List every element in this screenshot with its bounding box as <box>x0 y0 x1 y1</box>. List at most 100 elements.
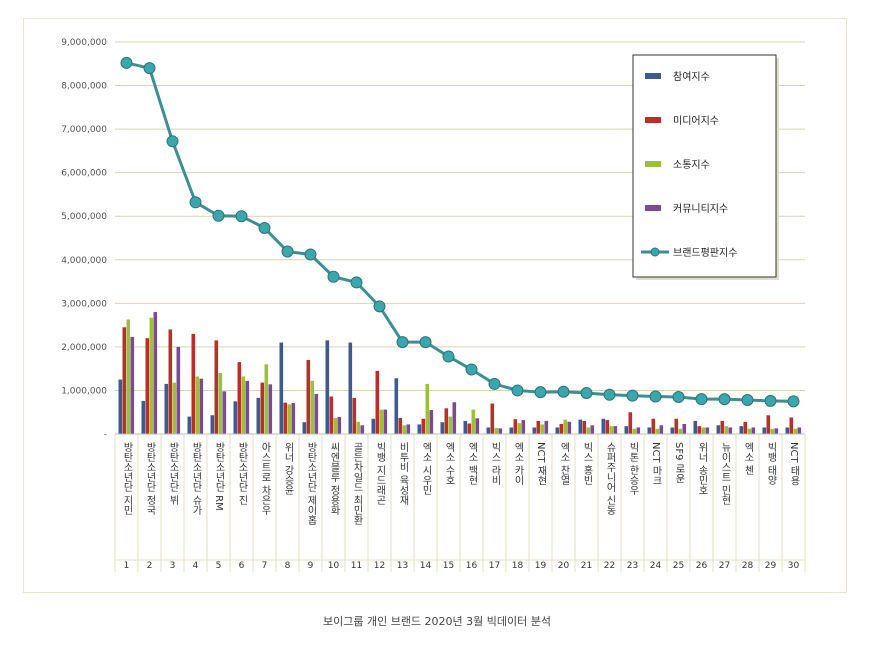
legend-label: 커뮤니티지수 <box>673 203 728 215</box>
bar-소통지수 <box>747 428 752 434</box>
category-label: 슈퍼주니어 신동 <box>604 442 616 515</box>
bar-커뮤니티지수 <box>498 428 503 434</box>
bar-참여지수 <box>601 418 606 434</box>
bar-소통지수 <box>701 427 706 434</box>
bar-소통지수 <box>402 425 407 434</box>
category-label: 빅스 홍빈 <box>581 442 593 485</box>
bar-미디어지수 <box>559 423 564 434</box>
bar-참여지수 <box>532 427 537 434</box>
brand-index-point <box>718 393 731 406</box>
legend-label: 소통지수 <box>673 159 710 171</box>
rank-label: 12 <box>374 561 385 571</box>
legend-swatch <box>645 161 661 167</box>
bar-참여지수 <box>693 420 698 434</box>
bar-소통지수 <box>287 404 292 434</box>
bar-소통지수 <box>241 376 246 434</box>
category-label: NCT 재현 <box>535 442 547 486</box>
bar-참여지수 <box>716 425 721 434</box>
brand-index-point <box>465 363 478 376</box>
bar-커뮤니티지수 <box>613 426 618 434</box>
brand-index-point <box>442 350 455 363</box>
brand-index-point <box>189 196 202 209</box>
bar-소통지수 <box>172 382 177 434</box>
bar-미디어지수 <box>214 340 219 434</box>
rank-label: 27 <box>719 561 730 571</box>
category-label: 빅뱅 지드래곤 <box>374 442 386 505</box>
bar-참여지수 <box>348 342 353 434</box>
bar-소통지수 <box>540 424 545 434</box>
bar-참여지수 <box>394 378 399 434</box>
bar-소통지수 <box>770 428 775 434</box>
bar-참여지수 <box>578 419 583 434</box>
bar-소통지수 <box>448 416 453 434</box>
brand-index-point <box>511 384 524 397</box>
bar-커뮤니티지수 <box>636 427 641 434</box>
bar-참여지수 <box>325 340 330 434</box>
bar-미디어지수 <box>743 421 748 434</box>
bar-커뮤니티지수 <box>314 393 319 434</box>
y-tick-label: 7,000,000 <box>61 125 107 135</box>
bar-미디어지수 <box>605 420 610 434</box>
bar-미디어지수 <box>651 418 656 434</box>
rank-label: 10 <box>328 561 340 571</box>
rank-label: 5 <box>216 561 222 571</box>
bar-미디어지수 <box>697 426 702 434</box>
bar-참여지수 <box>164 383 169 434</box>
bar-미디어지수 <box>490 403 495 434</box>
bar-커뮤니티지수 <box>360 425 365 434</box>
category-label: 뉴이스트 민현 <box>719 442 731 505</box>
bar-미디어지수 <box>467 423 472 434</box>
rank-label: 20 <box>558 561 570 571</box>
legend-swatch <box>645 117 661 123</box>
legend-label: 브랜드평판지수 <box>673 247 737 259</box>
rank-label: 18 <box>512 561 524 571</box>
bar-커뮤니티지수 <box>245 380 250 434</box>
y-tick-label: 1,000,000 <box>61 386 107 396</box>
bar-커뮤니티지수 <box>705 427 710 434</box>
bar-미디어지수 <box>398 417 403 434</box>
rank-label: 16 <box>466 561 478 571</box>
bar-참여지수 <box>256 397 261 434</box>
bar-참여지수 <box>187 416 192 434</box>
rank-label: 25 <box>673 561 684 571</box>
bar-참여지수 <box>233 401 238 434</box>
bar-소통지수 <box>356 421 361 434</box>
bar-참여지수 <box>371 418 376 434</box>
bar-미디어지수 <box>536 420 541 434</box>
bar-커뮤니티지수 <box>130 336 135 434</box>
category-label: 방탄소년단 진 <box>236 442 248 505</box>
brand-index-point <box>373 300 386 313</box>
bar-미디어지수 <box>122 327 127 434</box>
category-label: NCT 태용 <box>788 442 800 486</box>
brand-index-point <box>626 389 639 402</box>
rank-label: 21 <box>581 561 592 571</box>
category-label: SF9 로운 <box>673 442 685 484</box>
bar-소통지수 <box>563 419 568 434</box>
y-tick-label: - <box>104 430 107 440</box>
y-tick-label: 5,000,000 <box>61 212 107 222</box>
category-label: 빅톤 한승우 <box>627 442 639 496</box>
category-label: 방탄소년단 정국 <box>144 442 156 516</box>
category-labels: 방탄소년단 지민 1 방탄소년단 정국 2 방탄소년단 뷔 3 방탄소년단 슈가 4 방탄소년단… <box>121 441 800 571</box>
rank-label: 15 <box>443 561 454 571</box>
rank-label: 1 <box>124 561 130 571</box>
bar-미디어지수 <box>444 408 449 434</box>
bar-참여지수 <box>509 427 514 434</box>
bar-소통지수 <box>678 428 683 434</box>
bar-커뮤니티지수 <box>475 418 480 434</box>
brand-index-point <box>787 395 800 408</box>
bar-커뮤니티지수 <box>406 424 411 434</box>
bar-미디어지수 <box>329 396 334 434</box>
rank-label: 30 <box>788 561 800 571</box>
category-label: 엑소 수호 <box>443 442 455 485</box>
rank-label: 6 <box>239 561 245 571</box>
rank-label: 2 <box>147 561 153 571</box>
category-label: 위너 송민호 <box>696 441 708 495</box>
bar-참여지수 <box>762 427 767 434</box>
bar-참여지수 <box>486 427 491 434</box>
rank-label: 19 <box>535 561 547 571</box>
bar-참여지수 <box>279 342 284 434</box>
bar-참여지수 <box>624 426 629 434</box>
bar-참여지수 <box>141 400 146 434</box>
bar-소통지수 <box>333 417 338 434</box>
